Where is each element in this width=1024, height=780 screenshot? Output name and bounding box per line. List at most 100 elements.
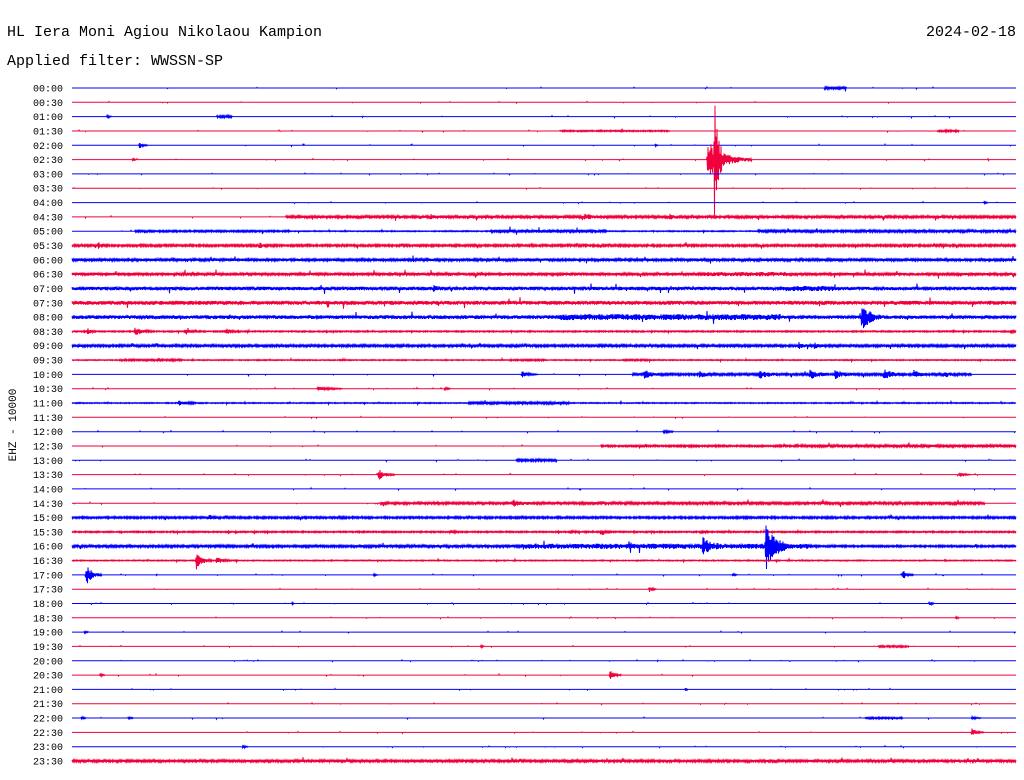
row-time-labels: 00:00 00:30 01:00 01:30 02:00 02:30 03:00 03:30… — [33, 85, 63, 769]
trace-08-00 — [71, 308, 1017, 329]
time-label-20-00: 20:00 — [33, 657, 63, 668]
trace-22-30 — [72, 728, 1016, 735]
time-label-01-00: 01:00 — [33, 113, 63, 124]
time-label-17-00: 17:00 — [33, 571, 63, 582]
time-label-16-30: 16:30 — [33, 557, 63, 568]
time-label-21-00: 21:00 — [33, 686, 63, 697]
trace-05-00 — [72, 226, 1017, 235]
time-label-02-00: 02:00 — [33, 142, 63, 153]
trace-23-30 — [71, 757, 1017, 765]
trace-06-00 — [71, 255, 1017, 264]
time-label-20-30: 20:30 — [33, 672, 63, 683]
time-label-09-00: 09:00 — [33, 342, 63, 353]
time-label-22-00: 22:00 — [33, 715, 63, 726]
time-label-04-30: 04:30 — [33, 213, 63, 224]
time-label-06-00: 06:00 — [33, 256, 63, 267]
trace-lines — [71, 85, 1017, 765]
time-label-12-00: 12:00 — [33, 428, 63, 439]
time-label-09-30: 09:30 — [33, 357, 63, 368]
trace-14-00 — [72, 486, 1016, 492]
trace-06-30 — [71, 269, 1017, 279]
trace-15-00 — [71, 514, 1017, 521]
time-label-13-00: 13:00 — [33, 457, 63, 468]
trace-07-00 — [71, 283, 1017, 294]
trace-22-00 — [72, 714, 1016, 721]
trace-04-30 — [72, 213, 1017, 221]
time-label-12-30: 12:30 — [33, 443, 63, 454]
trace-00-30 — [72, 100, 1016, 105]
time-label-16-00: 16:00 — [33, 543, 63, 554]
trace-21-00 — [72, 687, 1016, 692]
trace-12-30 — [72, 442, 1017, 450]
channel-scale-label: EHZ - 10000 — [8, 389, 20, 462]
trace-12-00 — [72, 428, 1016, 435]
time-label-21-30: 21:30 — [33, 700, 63, 711]
time-label-04-00: 04:00 — [33, 199, 63, 210]
time-label-18-30: 18:30 — [33, 614, 63, 625]
filter-label: Applied filter: WWSSN-SP — [7, 53, 223, 70]
trace-11-30 — [72, 415, 1016, 420]
trace-18-00 — [72, 600, 1016, 607]
time-label-15-30: 15:30 — [33, 528, 63, 539]
trace-19-30 — [72, 643, 1016, 650]
time-label-14-30: 14:30 — [33, 500, 63, 511]
trace-01-00 — [72, 113, 1016, 120]
time-label-10-00: 10:00 — [33, 371, 63, 382]
time-label-18-00: 18:00 — [33, 600, 63, 611]
trace-17-30 — [72, 586, 1016, 592]
time-label-07-30: 07:30 — [33, 299, 63, 310]
trace-21-30 — [72, 701, 1016, 706]
trace-16-00 — [71, 525, 1017, 570]
time-label-00-30: 00:30 — [33, 99, 63, 110]
time-label-01-30: 01:30 — [33, 128, 63, 139]
time-label-10-30: 10:30 — [33, 385, 63, 396]
time-label-05-30: 05:30 — [33, 242, 63, 253]
trace-08-30 — [71, 327, 1017, 335]
trace-11-00 — [71, 399, 1017, 407]
time-label-00-00: 00:00 — [33, 85, 63, 96]
trace-00-00 — [72, 85, 1016, 92]
trace-04-00 — [72, 200, 1016, 205]
trace-02-30 — [72, 105, 1016, 218]
trace-02-00 — [72, 142, 1016, 149]
time-label-07-00: 07:00 — [33, 285, 63, 296]
trace-20-30 — [72, 671, 1016, 679]
trace-13-30 — [72, 469, 1016, 480]
time-label-03-30: 03:30 — [33, 185, 63, 196]
time-label-03-00: 03:00 — [33, 170, 63, 181]
time-label-22-30: 22:30 — [33, 729, 63, 740]
trace-17-00 — [72, 567, 1016, 584]
trace-01-30 — [72, 128, 1016, 134]
trace-03-00 — [72, 172, 1016, 176]
station-title: HL Iera Moni Agiou Nikolaou Kampion — [7, 24, 322, 41]
time-label-08-30: 08:30 — [33, 328, 63, 339]
trace-23-00 — [72, 744, 1016, 750]
trace-14-30 — [72, 499, 1016, 508]
time-label-06-30: 06:30 — [33, 271, 63, 282]
trace-03-30 — [72, 186, 1016, 191]
time-label-23-00: 23:00 — [33, 743, 63, 754]
trace-13-00 — [72, 457, 1016, 464]
trace-07-30 — [71, 297, 1017, 309]
time-label-15-00: 15:00 — [33, 514, 63, 525]
trace-18-30 — [71, 615, 1016, 621]
time-label-02-30: 02:30 — [33, 156, 63, 167]
time-label-23-30: 23:30 — [33, 758, 63, 769]
date-label: 2024-02-18 — [926, 24, 1016, 41]
time-label-13-30: 13:30 — [33, 471, 63, 482]
trace-05-30 — [71, 242, 1017, 249]
time-label-11-00: 11:00 — [33, 400, 63, 411]
trace-09-30 — [71, 356, 1017, 364]
time-label-19-00: 19:00 — [33, 629, 63, 640]
trace-10-00 — [72, 369, 1016, 380]
time-label-14-00: 14:00 — [33, 485, 63, 496]
trace-10-30 — [72, 385, 1016, 392]
trace-15-30 — [71, 528, 1017, 536]
trace-19-00 — [72, 630, 1016, 635]
trace-09-00 — [71, 342, 1017, 350]
time-label-19-30: 19:30 — [33, 643, 63, 654]
time-label-11-30: 11:30 — [33, 414, 63, 425]
trace-16-30 — [71, 554, 1017, 570]
